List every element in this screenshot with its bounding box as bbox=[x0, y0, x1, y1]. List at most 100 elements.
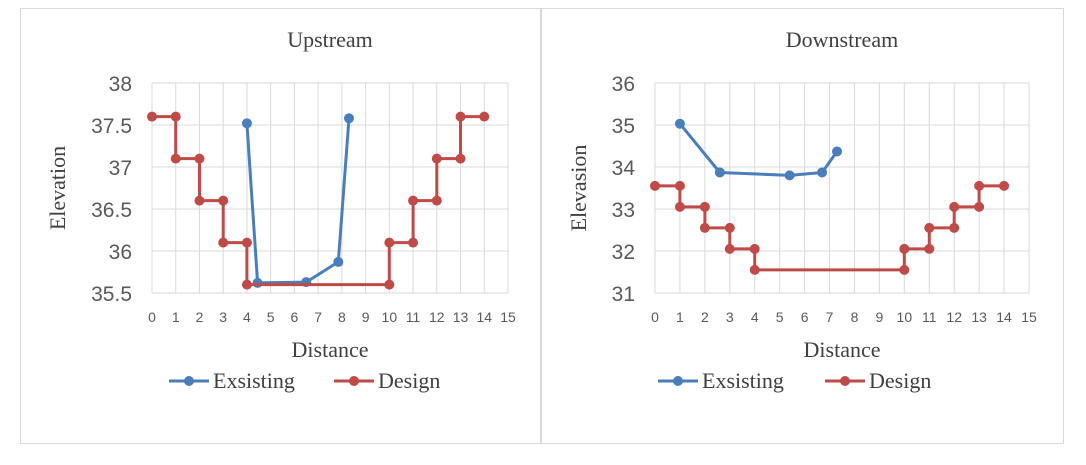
downstream-y-tick-label: 35 bbox=[612, 115, 635, 138]
upstream-x-tick-label: 1 bbox=[172, 309, 180, 325]
downstream-design-data-point bbox=[724, 243, 735, 254]
downstream-y-axis-label: Elevasion bbox=[566, 145, 591, 232]
upstream-design-data-point bbox=[170, 111, 181, 122]
upstream-design-data-point bbox=[194, 153, 205, 164]
upstream-x-tick-label: 4 bbox=[243, 309, 251, 325]
downstream-legend-exsisting: Exsisting bbox=[658, 368, 784, 393]
downstream-x-tick-label: 14 bbox=[996, 309, 1012, 325]
upstream-x-tick-label: 2 bbox=[196, 309, 204, 325]
downstream-y-tick-label: 31 bbox=[612, 283, 635, 306]
downstream-design-data-point bbox=[899, 243, 910, 254]
downstream-legend-design: Design bbox=[825, 368, 931, 393]
downstream-design-data-point bbox=[749, 243, 760, 254]
upstream-exsisting-data-point bbox=[252, 277, 263, 288]
downstream-x-tick-label: 11 bbox=[922, 309, 937, 325]
upstream-x-tick-label: 7 bbox=[314, 309, 322, 325]
downstream-legend-exsisting-marker bbox=[673, 376, 683, 386]
upstream-design-data-point bbox=[241, 237, 252, 248]
upstream-design-data-point bbox=[479, 111, 490, 122]
upstream-y-tick-label: 37 bbox=[109, 157, 132, 180]
upstream-y-tick-label: 38 bbox=[109, 73, 132, 96]
downstream-x-tick-label: 1 bbox=[676, 309, 684, 325]
downstream-design-data-point bbox=[924, 243, 935, 254]
downstream-exsisting-series-line bbox=[678, 122, 839, 177]
downstream-design-data-point bbox=[974, 201, 985, 212]
downstream-x-tick-label: 15 bbox=[1021, 309, 1037, 325]
downstream-design-data-point bbox=[699, 201, 710, 212]
downstream-design-data-point bbox=[949, 201, 960, 212]
downstream-y-tick-label: 33 bbox=[612, 199, 635, 222]
upstream-exsisting-data-point bbox=[333, 256, 344, 267]
upstream-design-data-point bbox=[170, 153, 181, 164]
downstream-x-axis-label: Distance bbox=[804, 337, 881, 362]
downstream-chart-panel: Downstream 0 1 2 3 4 5 6 7 8 9 10 11 12 13 14 15 31 32 33 34… bbox=[541, 8, 1064, 444]
upstream-x-tick-label: 9 bbox=[362, 309, 370, 325]
downstream-x-tick-label: 0 bbox=[651, 309, 659, 325]
downstream-design-data-point bbox=[674, 180, 685, 191]
downstream-y-tick-label: 32 bbox=[612, 241, 635, 264]
downstream-design-data-point bbox=[724, 222, 735, 233]
downstream-exsisting-data-point bbox=[784, 170, 795, 181]
upstream-chart-title: Upstream bbox=[287, 27, 373, 52]
upstream-design-data-point bbox=[194, 195, 205, 206]
upstream-design-data-point bbox=[431, 195, 442, 206]
downstream-x-tick-label: 2 bbox=[701, 309, 709, 325]
upstream-design-data-point bbox=[218, 237, 229, 248]
upstream-y-tick-label: 36.5 bbox=[91, 199, 132, 222]
upstream-legend-exsisting: Exsisting bbox=[169, 368, 295, 393]
upstream-design-data-point bbox=[147, 111, 157, 122]
upstream-design-data-point bbox=[455, 153, 466, 164]
upstream-y-tick-label: 37.5 bbox=[91, 115, 132, 138]
upstream-x-tick-label: 11 bbox=[406, 309, 421, 325]
upstream-design-data-point bbox=[408, 237, 419, 248]
downstream-x-tick-label: 12 bbox=[946, 309, 962, 325]
upstream-design-data-point bbox=[455, 111, 466, 122]
upstream-design-data-point bbox=[384, 279, 395, 290]
upstream-x-tick-label: 5 bbox=[267, 309, 275, 325]
downstream-exsisting-data-point bbox=[832, 146, 843, 157]
upstream-design-data-point bbox=[218, 195, 229, 206]
upstream-y-tick-label: 35.5 bbox=[91, 283, 132, 306]
upstream-legend-design: Design bbox=[334, 368, 440, 393]
downstream-y-tick-label: 36 bbox=[612, 73, 635, 96]
downstream-x-tick-label: 6 bbox=[801, 309, 809, 325]
downstream-design-data-point bbox=[949, 222, 960, 233]
upstream-x-tick-label: 8 bbox=[338, 309, 346, 325]
downstream-x-tick-label: 8 bbox=[851, 309, 859, 325]
upstream-x-tick-label: 6 bbox=[291, 309, 299, 325]
downstream-design-data-point bbox=[674, 201, 685, 212]
upstream-x-tick-label: 14 bbox=[476, 309, 492, 325]
upstream-legend-design-label: Design bbox=[378, 368, 440, 393]
downstream-x-tick-label: 13 bbox=[971, 309, 987, 325]
downstream-exsisting-data-point bbox=[714, 167, 725, 178]
upstream-design-data-point bbox=[431, 153, 442, 164]
downstream-legend-design-label: Design bbox=[869, 368, 931, 393]
upstream-exsisting-series-line bbox=[245, 118, 351, 285]
downstream-design-data-point bbox=[974, 180, 985, 191]
downstream-x-tick-label: 9 bbox=[876, 309, 884, 325]
downstream-x-tick-label: 7 bbox=[826, 309, 834, 325]
upstream-design-data-point bbox=[384, 237, 395, 248]
downstream-exsisting-data-point bbox=[817, 167, 828, 178]
upstream-chart-panel: Upstream 0 1 2 3 4 5 6 7 8 9 10 11 12 13 14 15 35.5 36 36.5… bbox=[20, 8, 541, 444]
upstream-y-axis-label: Elevation bbox=[45, 146, 70, 230]
upstream-x-tick-label: 10 bbox=[382, 309, 398, 325]
downstream-design-data-point bbox=[650, 180, 660, 191]
downstream-chart-title: Downstream bbox=[786, 27, 898, 52]
downstream-x-tick-label: 5 bbox=[776, 309, 784, 325]
downstream-x-tick-label: 4 bbox=[751, 309, 759, 325]
upstream-x-tick-label: 0 bbox=[148, 309, 156, 325]
upstream-x-tick-label: 13 bbox=[453, 309, 469, 325]
downstream-design-data-point bbox=[924, 222, 935, 233]
downstream-x-tick-label: 10 bbox=[897, 309, 913, 325]
upstream-y-tick-label: 36 bbox=[109, 241, 132, 264]
upstream-legend-exsisting-label: Exsisting bbox=[213, 368, 295, 393]
downstream-legend-design-marker bbox=[840, 376, 850, 386]
downstream-design-data-point bbox=[999, 180, 1010, 191]
upstream-legend-exsisting-marker bbox=[184, 376, 194, 386]
upstream-design-data-point bbox=[241, 279, 252, 290]
upstream-exsisting-data-point bbox=[241, 118, 252, 129]
downstream-y-tick-label: 34 bbox=[612, 157, 636, 180]
